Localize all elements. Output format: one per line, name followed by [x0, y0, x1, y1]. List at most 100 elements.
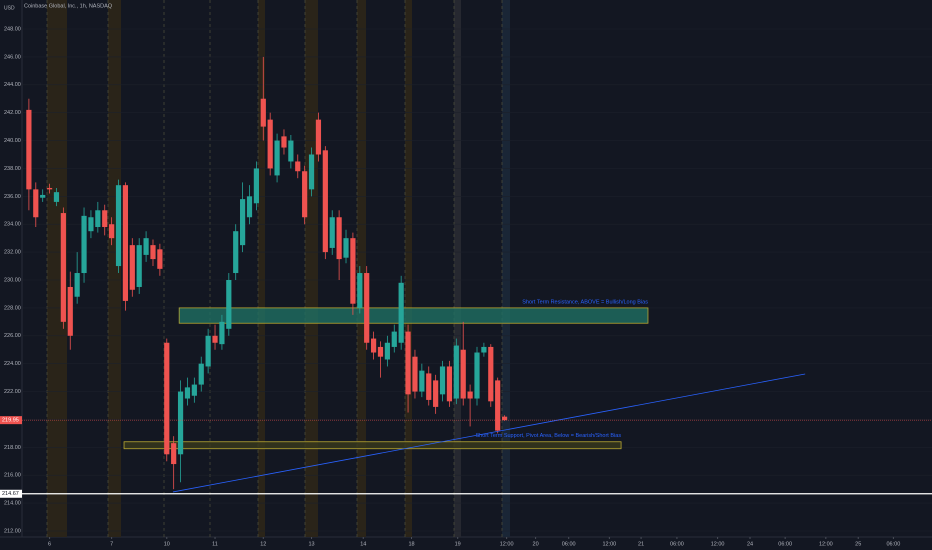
session-band [405, 0, 412, 537]
candle-body [81, 215, 87, 274]
session-band [108, 0, 121, 537]
candle-body [67, 286, 73, 336]
candle-body [171, 443, 177, 465]
chart-title: Coinbase Global, Inc., 1h, NASDAQ [24, 3, 113, 9]
y-tick-label: 244.00 [4, 82, 21, 88]
candle-body [412, 356, 418, 392]
candle-body [46, 187, 53, 190]
x-tick-label: 12:00 [819, 541, 833, 547]
session-band [258, 0, 265, 537]
candle-body [343, 238, 349, 258]
y-tick-label: 228.00 [4, 305, 21, 311]
x-tick-label: 19 [455, 541, 461, 547]
candle-body [150, 245, 156, 260]
x-tick-label: 12:00 [602, 541, 616, 547]
candle-body [453, 345, 459, 399]
candle-body [198, 363, 204, 385]
y-tick-label: 248.00 [4, 26, 21, 32]
candle-body [95, 210, 101, 228]
candle-body [260, 98, 266, 127]
x-tick-label: 6 [48, 541, 51, 547]
y-tick-label: 232.00 [4, 250, 21, 256]
x-tick-label: 06:00 [562, 541, 576, 547]
candle-body [281, 136, 287, 148]
y-tick-label: 224.00 [4, 361, 21, 367]
y-tick-label: 236.00 [4, 194, 21, 200]
x-tick-label: 12:00 [500, 541, 514, 547]
candle-body [474, 352, 480, 399]
candle-body [391, 331, 397, 347]
price-label-box [0, 416, 22, 425]
price-label-box [0, 489, 22, 498]
y-tick-label: 226.00 [4, 333, 21, 339]
candle-body [240, 199, 246, 246]
session-band [357, 0, 366, 537]
candle-body [53, 192, 60, 202]
candle-body [136, 245, 142, 287]
zone-label: Short Term Resistance, ABOVE = Bullish/L… [522, 299, 648, 305]
candle-body [357, 273, 363, 308]
session-band [47, 0, 67, 537]
candle-body [336, 217, 342, 260]
price-label: 219.95 [2, 418, 19, 424]
candle-body [226, 280, 232, 329]
candle-body [102, 210, 108, 228]
candle-body [109, 224, 115, 239]
y-tick-label: 240.00 [4, 138, 21, 144]
zone [178, 307, 649, 324]
x-tick-label: 20 [533, 541, 539, 547]
price-label: 214.67 [2, 491, 19, 497]
x-tick-label: 21 [638, 541, 644, 547]
candle-body [370, 338, 377, 353]
candle-body [426, 373, 432, 400]
candle-body [191, 384, 197, 396]
candle-body [377, 346, 384, 357]
candle-body [446, 366, 453, 402]
candle-body [253, 168, 259, 204]
zone-label: Short Term Support, Pivot Area, Below = … [476, 433, 622, 439]
x-tick-label: 10 [164, 541, 170, 547]
x-tick-label: 24 [747, 541, 753, 547]
y-tick-label: 216.00 [4, 473, 21, 479]
candle-body [460, 349, 466, 399]
candle-body [164, 342, 170, 455]
x-tick-label: 11 [212, 541, 218, 547]
session-band [502, 0, 510, 537]
candle-body [274, 140, 280, 176]
candle-body [40, 194, 46, 198]
x-tick-label: 7 [110, 541, 113, 547]
candle-body [481, 346, 487, 353]
candle-body [122, 185, 129, 301]
x-tick-label: 25 [855, 541, 861, 547]
currency: USD [4, 5, 15, 11]
candle-body [419, 370, 425, 392]
y-tick-label: 218.00 [4, 445, 21, 451]
candle-body [322, 150, 328, 253]
candle-body [233, 231, 239, 274]
candle-body [308, 154, 315, 190]
candle-body [433, 380, 439, 407]
plot [22, 56, 932, 495]
candle-body [129, 245, 135, 290]
y-tick-label: 214.00 [4, 501, 21, 507]
candle-body [288, 140, 294, 162]
candle-body [384, 342, 390, 360]
candle-body [495, 380, 501, 431]
candle-body [115, 185, 122, 267]
candle-body [315, 119, 322, 155]
candle-body [177, 391, 184, 455]
y-tick-label: 238.00 [4, 166, 21, 172]
candle-body [467, 391, 473, 399]
candle-body [157, 249, 163, 269]
x-tick-label: 06:00 [670, 541, 684, 547]
y-tick-label: 246.00 [4, 54, 21, 60]
y-tick-label: 212.00 [4, 528, 21, 534]
candle-body [143, 238, 149, 255]
candle-body [26, 109, 32, 190]
x-tick-label: 12 [260, 541, 266, 547]
x-tick-label: 14 [360, 541, 366, 547]
x-tick-label: 06:00 [887, 541, 901, 547]
candle-body [488, 346, 494, 402]
y-tick-label: 242.00 [4, 110, 21, 116]
